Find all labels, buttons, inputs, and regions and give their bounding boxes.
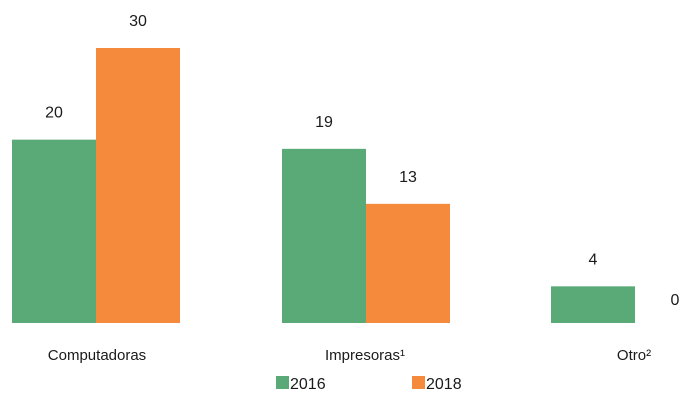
data-label-2018-2: 0 bbox=[671, 292, 680, 309]
data-label-2018-1: 13 bbox=[399, 169, 417, 186]
category-label-0: Computadoras bbox=[48, 347, 146, 364]
bar-2016-1 bbox=[282, 148, 366, 323]
bar-2018-1 bbox=[366, 203, 450, 323]
bar-2016-2 bbox=[551, 286, 635, 323]
category-label-2: Otro² bbox=[617, 347, 651, 364]
bars-layer bbox=[12, 48, 635, 323]
bar-2016-0 bbox=[12, 139, 96, 323]
legend-swatch-2016 bbox=[276, 376, 289, 389]
bar-2018-0 bbox=[96, 48, 180, 323]
data-label-2016-0: 20 bbox=[45, 105, 63, 122]
category-label-1: Impresoras¹ bbox=[325, 347, 405, 364]
legend-swatch-2018 bbox=[412, 376, 425, 389]
category-labels-layer: Computadoras Impresoras¹ Otro² bbox=[48, 347, 651, 364]
data-label-2016-1: 19 bbox=[315, 114, 333, 131]
legend-label-2016: 2016 bbox=[290, 376, 326, 393]
legend: 2016 2018 bbox=[276, 376, 462, 393]
data-label-2016-2: 4 bbox=[589, 251, 598, 268]
data-label-2018-0: 30 bbox=[129, 13, 147, 30]
legend-label-2018: 2018 bbox=[426, 376, 462, 393]
data-labels-layer: 20 19 4 30 13 0 bbox=[45, 13, 679, 309]
